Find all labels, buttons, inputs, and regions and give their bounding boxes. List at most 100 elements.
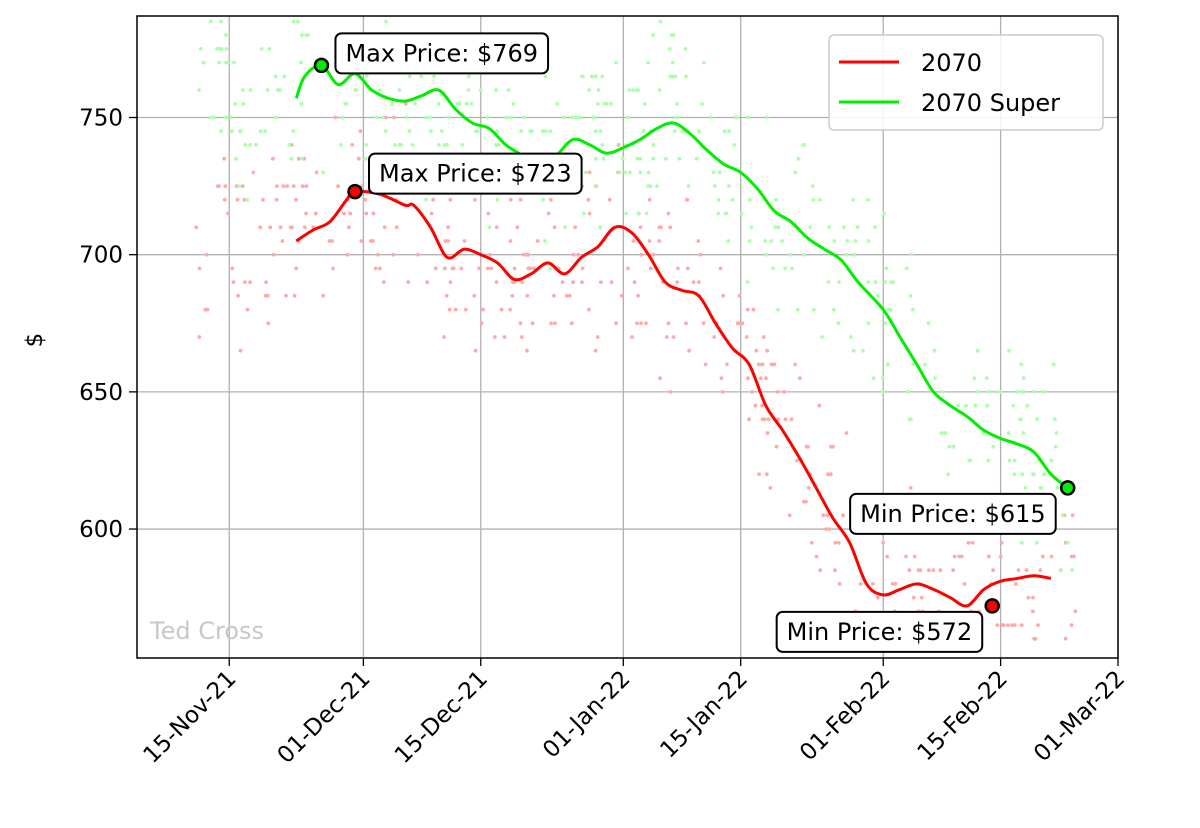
price-dot [392,115,396,120]
price-dot [994,390,999,394]
price-dot [504,115,509,120]
price-dot [999,540,1004,545]
price-dot [911,595,916,600]
price-dot [909,252,914,257]
price-dot [1023,486,1028,490]
price-dot [883,321,888,326]
price-dot [259,47,264,51]
price-dot [1032,390,1037,394]
price-dot [796,156,801,161]
price-dot [481,307,486,312]
price-dot [806,486,811,490]
price-dot [1053,444,1058,449]
price-dot [668,74,673,79]
price-dot [648,266,653,271]
price-dot [248,143,253,147]
plot-frame [136,15,1119,659]
price-dot [201,60,206,65]
price-dot [932,348,937,353]
price-dot [224,115,228,120]
price-dot [1070,513,1075,518]
price-dot [560,280,565,284]
price-dot [285,184,290,189]
price-dot [671,335,676,339]
price-dot [760,362,765,367]
price-dot [552,293,556,298]
price-dot [512,266,517,271]
price-dot [248,280,253,284]
price-dot [968,458,973,463]
price-dot [530,321,535,326]
price-dot [460,143,465,147]
price-dot [747,417,751,422]
price-dot [274,197,279,202]
price-dot [432,74,436,79]
price-dot [620,156,625,161]
price-dot [987,390,991,394]
price-dot [232,60,236,65]
price-dot [952,554,957,559]
price-dot [808,225,813,230]
price-dot [446,225,450,230]
price-dot [773,225,778,230]
price-dot [571,280,575,284]
price-dot [748,197,752,202]
price-dot [776,417,781,422]
price-dot [479,321,484,326]
price-dot [521,252,526,257]
price-dot [464,101,469,106]
price-dot [1002,623,1006,627]
price-dot [627,88,632,92]
price-dot [248,88,253,92]
price-dot [604,101,609,106]
price-dot [802,499,806,504]
price-dot [1059,568,1064,573]
price-dot [240,184,245,189]
price-dot [696,239,701,243]
price-dot [263,129,267,134]
price-dot [853,239,858,243]
price-dot [573,115,578,120]
price-dot [473,348,478,353]
price-dot [258,129,263,134]
price-dot [827,527,832,531]
price-dot [350,143,355,147]
price-dot [373,266,378,271]
price-dot [208,19,213,24]
price-dot [382,280,386,284]
price-dot [276,88,280,92]
price-dot [750,390,754,394]
price-dot [891,280,895,284]
price-dot [522,115,527,120]
legend-box [828,34,1104,131]
price-dot [377,88,382,92]
price-dot [288,225,293,230]
price-dot [1065,540,1070,545]
price-dot [991,444,996,449]
price-dot [617,170,622,175]
price-dot [636,211,641,216]
price-dot [303,225,307,230]
price-dot [783,266,787,271]
price-dot [300,156,304,161]
price-dot [635,156,640,161]
price-dot [586,307,591,312]
price-dot [793,362,797,367]
price-dot [1032,636,1037,641]
price-dot [684,321,688,326]
price-dot [754,348,759,353]
price-dot [562,115,566,120]
legend: 2070 2070 Super [828,34,1104,131]
price-dot [598,225,602,230]
price-dot [463,307,468,312]
price-dot [459,266,464,271]
price-dot [429,129,433,134]
price-dot [923,362,927,367]
max-price-annotation: Max Price: $769 [334,32,550,75]
price-dot [577,115,582,120]
price-dot [242,197,247,202]
price-dot [472,197,477,202]
price-dot [275,184,279,189]
price-dot [453,307,458,312]
price-dot [354,88,359,92]
